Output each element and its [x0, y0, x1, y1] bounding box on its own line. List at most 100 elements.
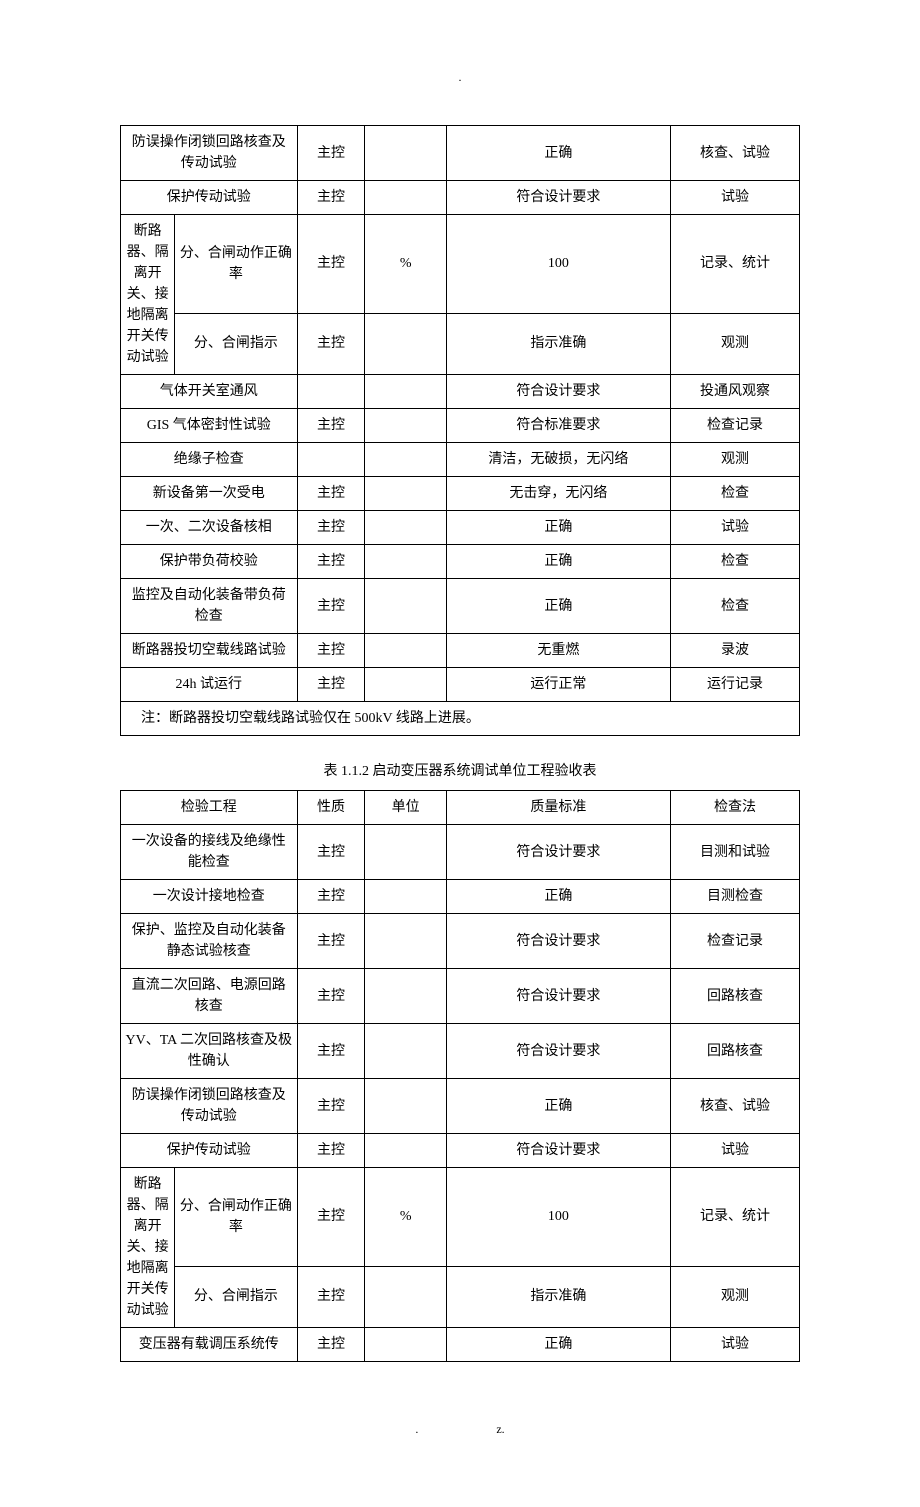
cell-item: YV、TA 二次回路核查及极性确认 [121, 1024, 298, 1079]
table-row: YV、TA 二次回路核查及极性确认 主控 符合设计要求 回路核查 [121, 1024, 800, 1079]
cell-group-label: 断路器、隔离开关、接地隔离开关传动试验 [121, 1168, 175, 1328]
cell-method: 观测 [670, 443, 799, 477]
table-row: 断路器、隔离开关、接地隔离开关传动试验 分、合闸动作正确率 主控 % 100 记… [121, 1168, 800, 1267]
cell-item: 分、合闸指示 [175, 1266, 297, 1327]
cell-nature: 主控 [297, 969, 365, 1024]
cell-nature: 主控 [297, 914, 365, 969]
cell-item: 一次设计接地检查 [121, 880, 298, 914]
cell-item: 保护传动试验 [121, 1134, 298, 1168]
cell-unit [365, 409, 446, 443]
cell-standard: 清洁，无破损，无闪络 [446, 443, 670, 477]
cell-item: GIS 气体密封性试验 [121, 409, 298, 443]
cell-footnote: 注：断路器投切空载线路试验仅在 500kV 线路上进展。 [121, 702, 800, 736]
table-row: 一次、二次设备核相 主控 正确 试验 [121, 511, 800, 545]
cell-method: 检查 [670, 545, 799, 579]
cell-nature: 主控 [297, 1134, 365, 1168]
cell-standard: 正确 [446, 880, 670, 914]
table-row: 新设备第一次受电 主控 无击穿，无闪络 检查 [121, 477, 800, 511]
table-2-caption: 表 1.1.2 启动变压器系统调试单位工程验收表 [120, 760, 800, 780]
cell-method: 试验 [670, 511, 799, 545]
cell-nature: 主控 [297, 409, 365, 443]
header-nature: 性质 [297, 791, 365, 825]
table-row: 一次设计接地检查 主控 正确 目测检查 [121, 880, 800, 914]
table-row: 绝缘子检查 清洁，无破损，无闪络 观测 [121, 443, 800, 477]
cell-nature: 主控 [297, 215, 365, 314]
cell-method: 试验 [670, 181, 799, 215]
cell-nature: 主控 [297, 1079, 365, 1134]
cell-unit: % [365, 1168, 446, 1267]
cell-method: 记录、统计 [670, 1168, 799, 1267]
cell-standard: 无击穿，无闪络 [446, 477, 670, 511]
cell-item: 24h 试运行 [121, 668, 298, 702]
cell-method: 回路核查 [670, 969, 799, 1024]
cell-standard: 符合设计要求 [446, 375, 670, 409]
cell-standard: 100 [446, 1168, 670, 1267]
cell-standard: 符合设计要求 [446, 969, 670, 1024]
cell-nature: 主控 [297, 668, 365, 702]
cell-nature: 主控 [297, 880, 365, 914]
table-row: 保护带负荷校验 主控 正确 检查 [121, 545, 800, 579]
cell-item: 防误操作闭锁回路核查及传动试验 [121, 1079, 298, 1134]
cell-nature: 主控 [297, 181, 365, 215]
cell-item: 防误操作闭锁回路核查及传动试验 [121, 126, 298, 181]
table-header-row: 检验工程 性质 单位 质量标准 检查法 [121, 791, 800, 825]
header-item: 检验工程 [121, 791, 298, 825]
table-row: 防误操作闭锁回路核查及传动试验 主控 正确 核查、试验 [121, 126, 800, 181]
cell-method: 核查、试验 [670, 1079, 799, 1134]
cell-standard: 正确 [446, 545, 670, 579]
cell-method: 录波 [670, 634, 799, 668]
cell-item: 气体开关室通风 [121, 375, 298, 409]
cell-unit [365, 668, 446, 702]
cell-method: 运行记录 [670, 668, 799, 702]
cell-item: 分、合闸指示 [175, 313, 297, 374]
cell-method: 回路核查 [670, 1024, 799, 1079]
page-top-marker: . [120, 70, 800, 85]
table-row: 一次设备的接线及绝缘性能检查 主控 符合设计要求 目测和试验 [121, 825, 800, 880]
cell-method: 投通风观察 [670, 375, 799, 409]
table-row: 防误操作闭锁回路核查及传动试验 主控 正确 核查、试验 [121, 1079, 800, 1134]
cell-unit [365, 969, 446, 1024]
cell-unit [365, 313, 446, 374]
table-row: 24h 试运行 主控 运行正常 运行记录 [121, 668, 800, 702]
cell-method: 试验 [670, 1328, 799, 1362]
table-row: 保护传动试验 主控 符合设计要求 试验 [121, 181, 800, 215]
cell-unit [365, 1134, 446, 1168]
cell-unit [365, 443, 446, 477]
cell-standard: 符合设计要求 [446, 181, 670, 215]
cell-nature: 主控 [297, 825, 365, 880]
table-row: 气体开关室通风 符合设计要求 投通风观察 [121, 375, 800, 409]
cell-item: 断路器投切空载线路试验 [121, 634, 298, 668]
cell-nature: 主控 [297, 126, 365, 181]
cell-item: 保护传动试验 [121, 181, 298, 215]
cell-unit [365, 1266, 446, 1327]
table-footnote-row: 注：断路器投切空载线路试验仅在 500kV 线路上进展。 [121, 702, 800, 736]
header-method: 检查法 [670, 791, 799, 825]
cell-unit [365, 126, 446, 181]
cell-item: 变压器有载调压系统传 [121, 1328, 298, 1362]
header-standard: 质量标准 [446, 791, 670, 825]
cell-nature: 主控 [297, 313, 365, 374]
cell-unit [365, 181, 446, 215]
cell-standard: 正确 [446, 1328, 670, 1362]
table-row: 直流二次回路、电源回路核查 主控 符合设计要求 回路核查 [121, 969, 800, 1024]
cell-nature: 主控 [297, 1266, 365, 1327]
cell-nature: 主控 [297, 579, 365, 634]
cell-method: 观测 [670, 313, 799, 374]
cell-method: 目测和试验 [670, 825, 799, 880]
table-row: 分、合闸指示 主控 指示准确 观测 [121, 313, 800, 374]
cell-item: 绝缘子检查 [121, 443, 298, 477]
cell-unit [365, 880, 446, 914]
cell-item: 新设备第一次受电 [121, 477, 298, 511]
cell-unit [365, 375, 446, 409]
cell-item: 直流二次回路、电源回路核查 [121, 969, 298, 1024]
cell-standard: 正确 [446, 511, 670, 545]
table-row: GIS 气体密封性试验 主控 符合标准要求 检查记录 [121, 409, 800, 443]
cell-item: 保护、监控及自动化装备静态试验核查 [121, 914, 298, 969]
table-row: 变压器有载调压系统传 主控 正确 试验 [121, 1328, 800, 1362]
cell-item: 保护带负荷校验 [121, 545, 298, 579]
cell-method: 观测 [670, 1266, 799, 1327]
cell-standard: 无重燃 [446, 634, 670, 668]
table-row: 断路器投切空载线路试验 主控 无重燃 录波 [121, 634, 800, 668]
table-row: 监控及自动化装备带负荷检查 主控 正确 检查 [121, 579, 800, 634]
table-row: 分、合闸指示 主控 指示准确 观测 [121, 1266, 800, 1327]
